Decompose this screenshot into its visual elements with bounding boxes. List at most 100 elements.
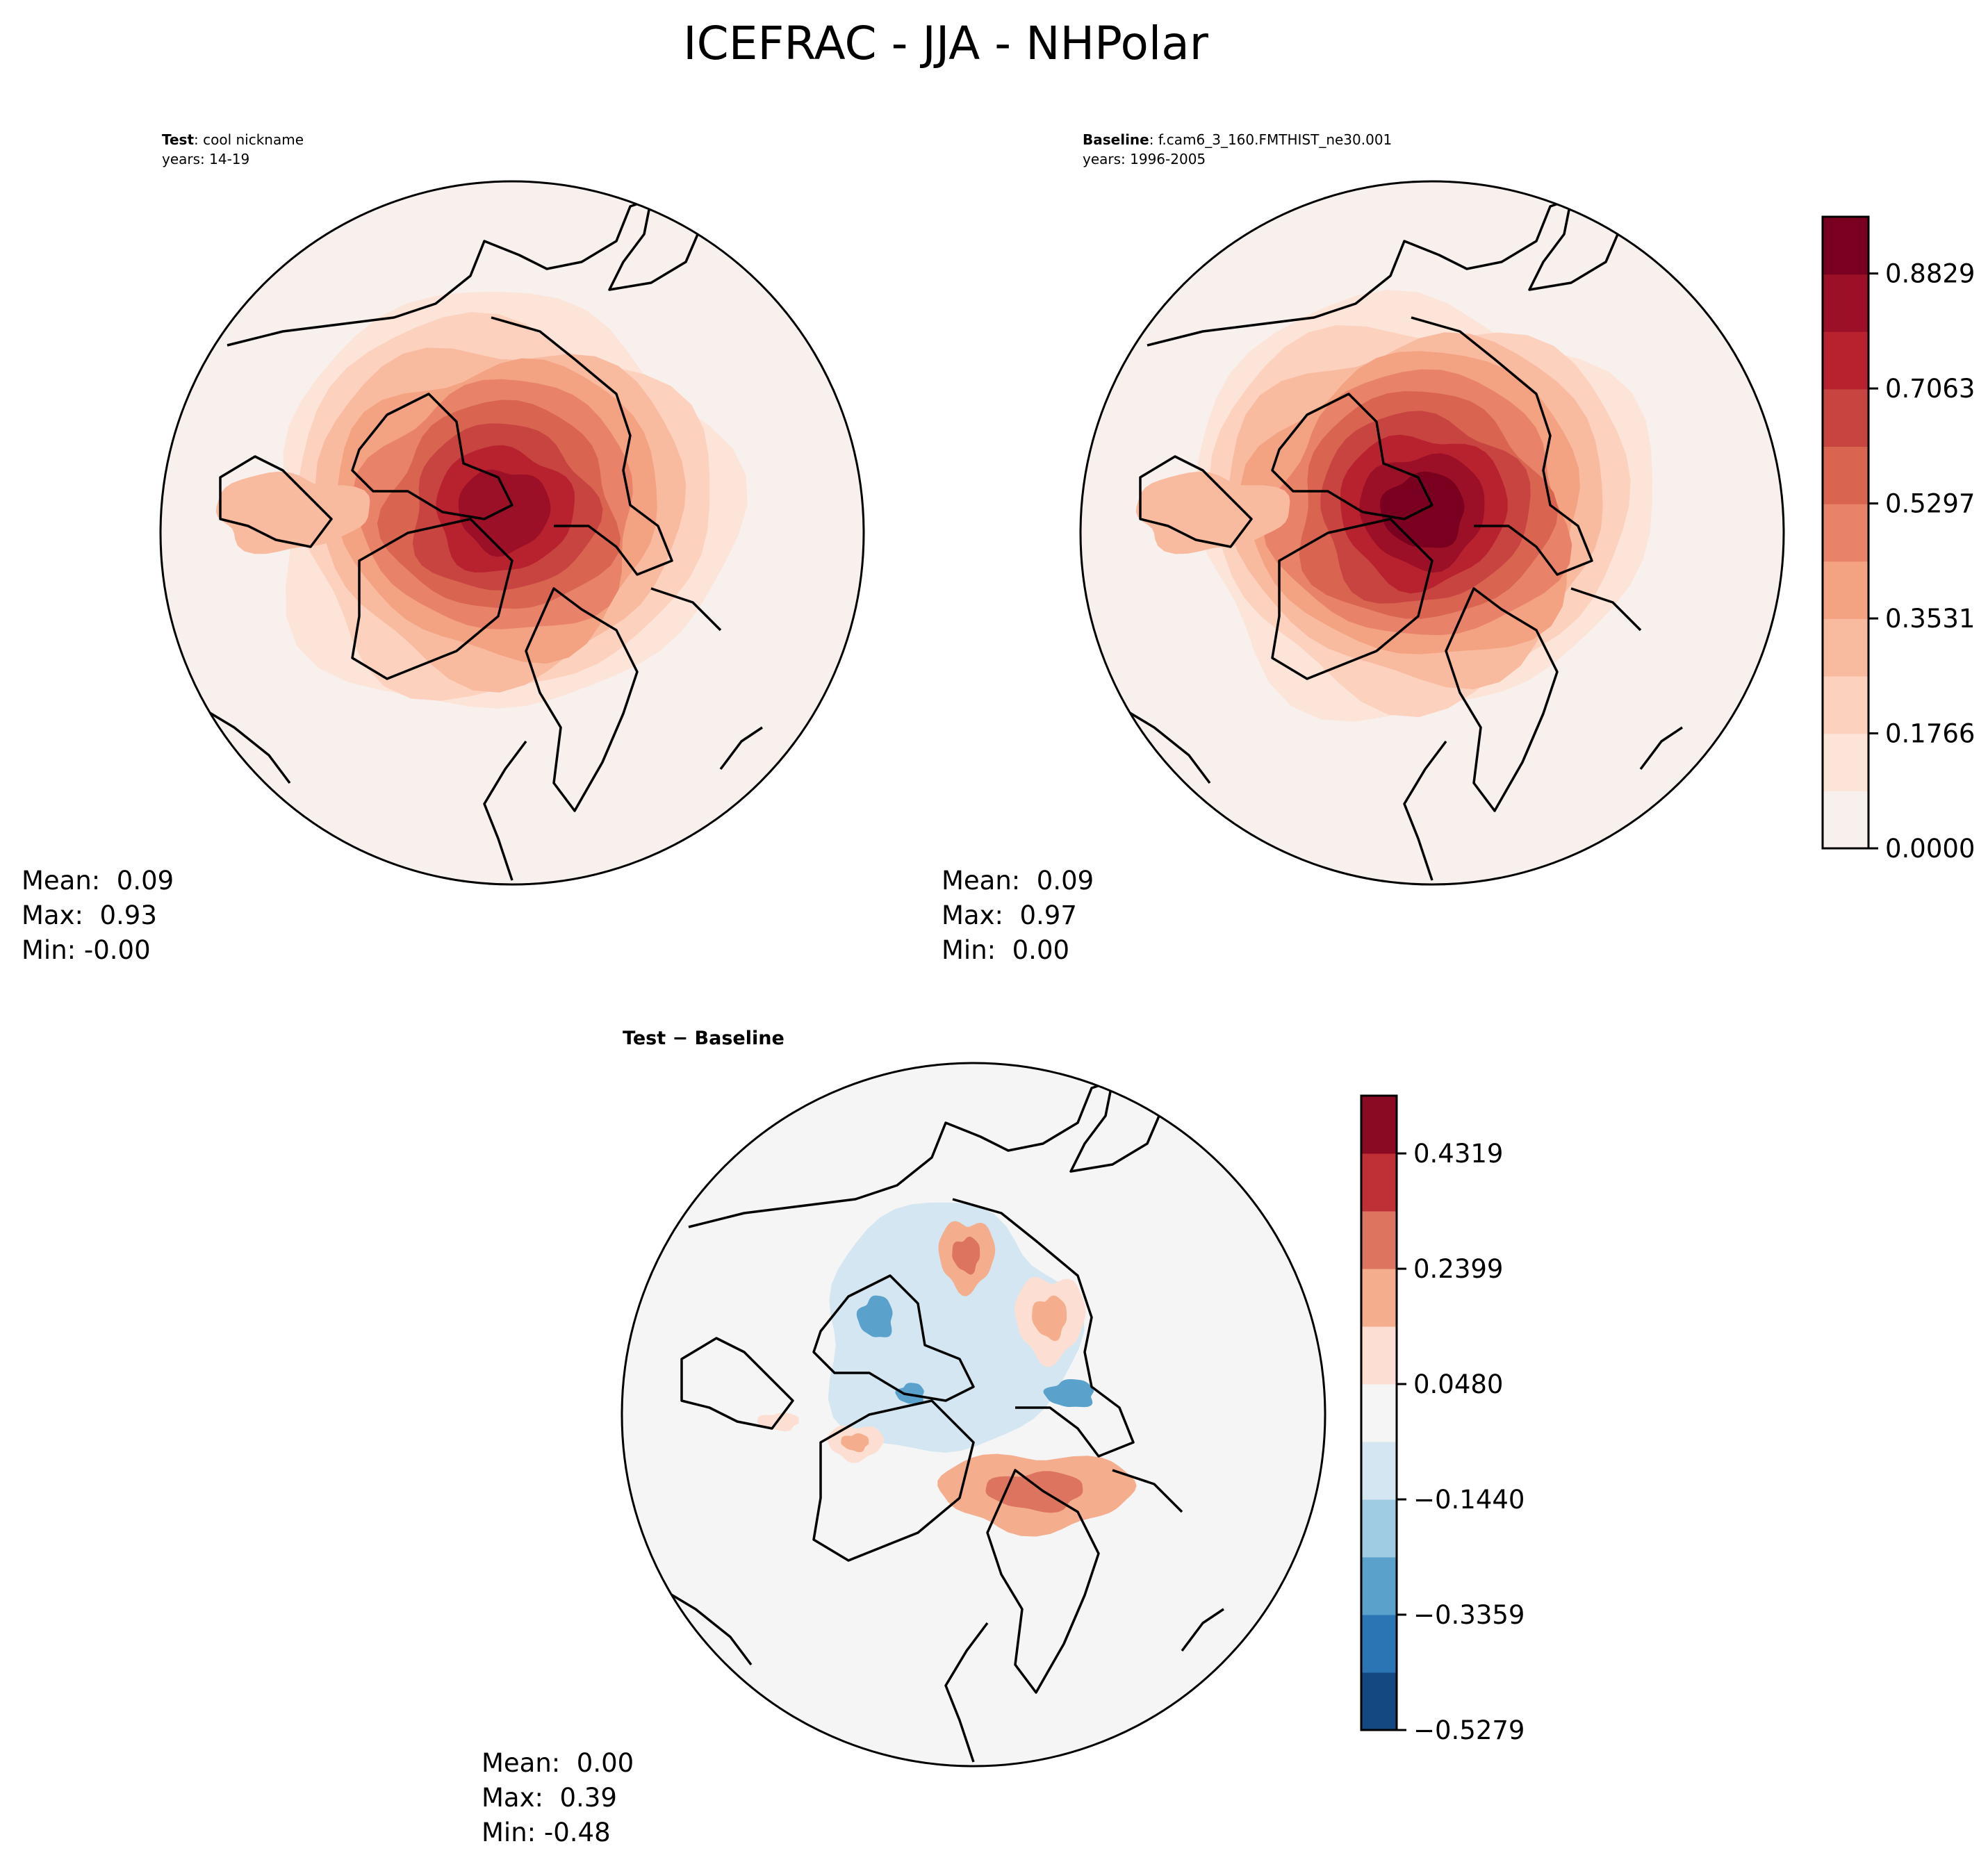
coastline bbox=[812, 1274, 975, 1402]
colorbar-tick-label: 0.2399 bbox=[1413, 1254, 1503, 1284]
coastline bbox=[227, 184, 743, 347]
coastline bbox=[952, 1198, 1135, 1458]
panel-label-test: Test: cool nickname years: 14-19 bbox=[162, 131, 304, 167]
colorbar-segment bbox=[1361, 1672, 1397, 1731]
contour-negative bbox=[856, 1295, 893, 1337]
colorbar-segment bbox=[1361, 1557, 1397, 1615]
colorbar-segment bbox=[1361, 1096, 1397, 1154]
colorbar-segment bbox=[1823, 791, 1868, 849]
coastline bbox=[1139, 455, 1253, 548]
coastline bbox=[525, 587, 639, 812]
coastline bbox=[199, 705, 291, 784]
contour-level bbox=[458, 469, 551, 557]
colorbar-segment bbox=[1823, 733, 1868, 791]
stat-min: Min: -0.00 bbox=[22, 935, 151, 965]
contour-positive bbox=[1032, 1295, 1067, 1342]
coastline bbox=[650, 587, 722, 632]
map-boundary bbox=[1079, 180, 1785, 886]
stats-baseline: Mean: 0.09 Max: 0.97 Min: 0.00 bbox=[942, 866, 1094, 965]
coastline bbox=[491, 316, 673, 576]
stat-max: Max: 0.39 bbox=[482, 1783, 617, 1813]
label-rest: : f.cam6_3_160.FMTHIST_ne30.001 bbox=[1149, 131, 1393, 148]
colorbar-tick-label: 0.3531 bbox=[1885, 604, 1975, 634]
colorbar-segment bbox=[1823, 388, 1868, 447]
svg-text:Baseline: f.cam6_3_160.FMTHIST: Baseline: f.cam6_3_160.FMTHIST_ne30.001 bbox=[1083, 131, 1392, 148]
coastline bbox=[1119, 705, 1211, 784]
colorbar-tick-label: 0.0000 bbox=[1885, 834, 1975, 864]
coastline bbox=[1403, 740, 1447, 881]
coastline bbox=[1271, 518, 1434, 680]
coastline bbox=[1181, 1608, 1224, 1652]
contour-level bbox=[1135, 471, 1290, 554]
colorbar-segment bbox=[1823, 561, 1868, 619]
coastline bbox=[483, 740, 527, 881]
colorbar-tick-label: −0.3359 bbox=[1413, 1600, 1525, 1630]
stats-test: Mean: 0.09 Max: 0.93 Min: -0.00 bbox=[22, 866, 174, 965]
coastline bbox=[1445, 587, 1559, 812]
coastline bbox=[719, 726, 763, 771]
panel-label-baseline: Baseline: f.cam6_3_160.FMTHIST_ne30.001 … bbox=[1083, 131, 1392, 167]
years-label: years: 1996-2005 bbox=[1083, 151, 1206, 167]
years-label: years: 14-19 bbox=[162, 151, 249, 167]
colorbar-segment bbox=[1361, 1499, 1397, 1558]
map-test bbox=[159, 180, 865, 886]
colorbar-segment bbox=[1823, 274, 1868, 332]
coastline bbox=[688, 1066, 1204, 1228]
coastline bbox=[1570, 587, 1642, 632]
coastline bbox=[1411, 316, 1593, 576]
contour-negative bbox=[895, 1383, 924, 1404]
stat-min: Min: 0.00 bbox=[942, 935, 1069, 965]
coastline bbox=[812, 1399, 975, 1562]
contour-positive bbox=[841, 1433, 869, 1453]
coastline bbox=[1112, 1469, 1183, 1513]
coastline bbox=[351, 518, 514, 680]
stat-mean: Mean: 0.09 bbox=[22, 866, 174, 896]
map-boundary bbox=[621, 1062, 1326, 1768]
map-boundary bbox=[159, 180, 865, 886]
colorbar-segment bbox=[1823, 331, 1868, 390]
coastline bbox=[1147, 184, 1663, 347]
label-bold: Baseline bbox=[1083, 131, 1149, 148]
coastline bbox=[986, 1469, 1100, 1694]
colorbar-tick-label: 0.7063 bbox=[1885, 374, 1975, 404]
coastline bbox=[219, 455, 333, 548]
colorbar-segment bbox=[1361, 1615, 1397, 1673]
svg-text:Test: cool nickname: Test: cool nickname bbox=[162, 131, 304, 148]
colorbar-frame bbox=[1821, 215, 1870, 850]
label-rest: : cool nickname bbox=[194, 131, 304, 148]
colorbar-segment bbox=[1823, 618, 1868, 677]
colorbar-frame bbox=[1360, 1094, 1398, 1731]
colorbar-segment bbox=[1361, 1153, 1397, 1212]
colorbar-diff: −0.5279 −0.3359 −0.1440 0.0480 0.2399 0.4319 bbox=[1360, 1094, 1525, 1745]
contour-positive bbox=[952, 1236, 980, 1275]
contour-level bbox=[215, 471, 370, 554]
coastline bbox=[1639, 726, 1683, 771]
colorbar-segment bbox=[1361, 1384, 1397, 1442]
contour-negative bbox=[1043, 1379, 1094, 1408]
coastline bbox=[351, 393, 514, 520]
map-baseline bbox=[1079, 180, 1785, 886]
colorbar-tick-label: 0.4319 bbox=[1413, 1139, 1503, 1169]
contour-negative bbox=[828, 1202, 1085, 1453]
coastline bbox=[680, 1337, 794, 1430]
figure-title: ICEFRAC - JJA - NHPolar bbox=[683, 17, 1209, 70]
stat-mean: Mean: 0.00 bbox=[482, 1748, 634, 1778]
colorbar-segment bbox=[1361, 1211, 1397, 1269]
stats-diff: Mean: 0.00 Max: 0.39 Min: -0.48 bbox=[482, 1748, 634, 1847]
colorbar-tick-label: 0.5297 bbox=[1885, 489, 1975, 519]
coastline bbox=[944, 1622, 989, 1763]
colorbar-tick-label: 0.0480 bbox=[1413, 1369, 1503, 1399]
colorbar-segment bbox=[1361, 1326, 1397, 1385]
colorbar-tick-label: −0.5279 bbox=[1413, 1715, 1525, 1745]
colorbar-segment bbox=[1823, 504, 1868, 562]
stat-max: Max: 0.97 bbox=[942, 900, 1077, 930]
colorbar-tick-label: 0.8829 bbox=[1885, 259, 1975, 289]
colorbar-segment bbox=[1361, 1442, 1397, 1500]
stat-mean: Mean: 0.09 bbox=[942, 866, 1094, 896]
colorbar-segment bbox=[1823, 446, 1868, 504]
stat-max: Max: 0.93 bbox=[22, 900, 157, 930]
coastline bbox=[1271, 393, 1434, 520]
panel-label-diff: Test − Baseline bbox=[623, 1028, 784, 1049]
map-diff bbox=[621, 1062, 1326, 1768]
